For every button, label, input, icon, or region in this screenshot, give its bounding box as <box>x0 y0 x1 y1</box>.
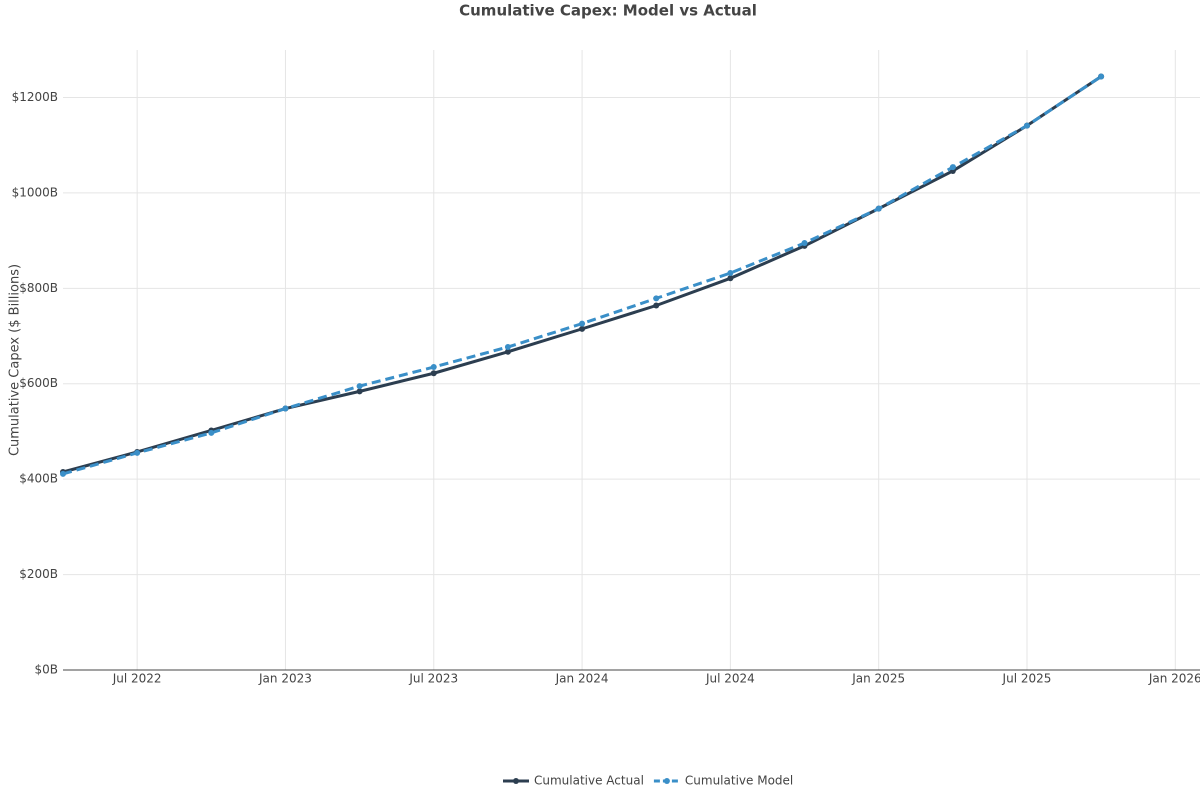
y-tick-label: $0B <box>34 663 58 677</box>
x-tick-label: Jul 2024 <box>705 672 755 686</box>
legend-label: Cumulative Model <box>685 774 793 788</box>
marker <box>727 275 734 282</box>
marker <box>653 302 660 309</box>
y-tick-label: $600B <box>19 376 58 390</box>
legend-marker <box>513 778 519 784</box>
y-tick-label: $200B <box>19 567 58 581</box>
legend-label: Cumulative Actual <box>534 774 644 788</box>
x-tick-label: Jul 2025 <box>1002 672 1052 686</box>
legend-item[interactable]: Cumulative Model <box>653 774 793 788</box>
marker <box>801 239 808 246</box>
x-tick-label: Jan 2026 <box>1148 672 1200 686</box>
marker <box>579 320 586 327</box>
marker <box>949 164 956 171</box>
marker <box>727 270 734 277</box>
marker <box>208 429 215 436</box>
marker <box>134 449 141 456</box>
marker <box>653 295 660 302</box>
x-tick-label: Jul 2022 <box>112 672 162 686</box>
y-tick-label: $1000B <box>12 185 58 199</box>
y-tick-label: $1200B <box>12 90 58 104</box>
x-tick-label: Jul 2023 <box>408 672 458 686</box>
marker <box>579 325 586 332</box>
y-tick-label: $400B <box>19 472 58 486</box>
legend-marker <box>663 778 670 784</box>
legend-item[interactable]: Cumulative Actual <box>503 774 644 788</box>
x-tick-label: Jan 2023 <box>258 672 312 686</box>
marker <box>1023 122 1030 129</box>
x-tick-label: Jan 2024 <box>555 672 609 686</box>
chart-title: Cumulative Capex: Model vs Actual <box>459 2 757 20</box>
marker <box>430 364 437 371</box>
y-axis-title: Cumulative Capex ($ Billions) <box>8 264 23 456</box>
marker <box>875 205 882 212</box>
marker <box>1098 73 1105 80</box>
marker <box>504 344 511 351</box>
marker <box>504 348 511 355</box>
marker <box>282 405 289 412</box>
x-tick-label: Jan 2025 <box>851 672 905 686</box>
marker <box>356 388 363 395</box>
marker <box>356 383 363 390</box>
marker <box>60 470 66 477</box>
y-tick-label: $800B <box>19 281 58 295</box>
marker <box>430 370 437 377</box>
